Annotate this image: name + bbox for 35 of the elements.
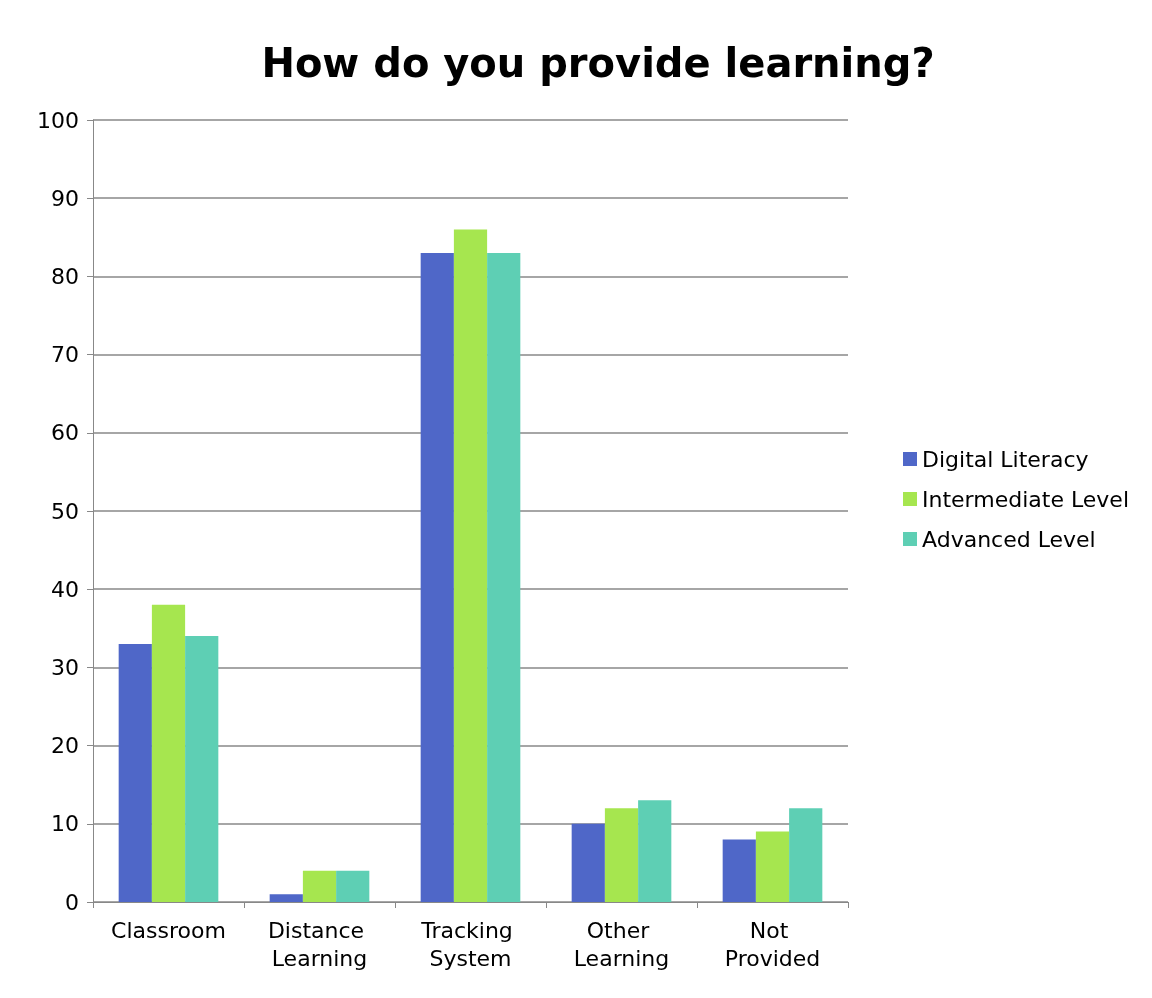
bar [302, 870, 337, 902]
bar [151, 604, 186, 902]
legend-label: Advanced Level [922, 526, 1096, 552]
y-tick-label: 90 [51, 185, 79, 211]
bar [118, 643, 152, 902]
y-tick-label: 70 [51, 342, 79, 368]
y-tick-label: 20 [51, 733, 79, 759]
y-tick-label: 0 [65, 889, 79, 915]
y-tick-label: 30 [51, 654, 79, 680]
bar [722, 839, 756, 902]
y-tick-label: 60 [51, 420, 79, 446]
bar [755, 831, 790, 902]
legend-label: Digital Literacy [922, 446, 1089, 472]
y-tick-label: 100 [37, 107, 79, 133]
bar [789, 808, 823, 902]
bar [336, 870, 370, 902]
bar [638, 800, 672, 902]
legend-label: Intermediate Level [922, 486, 1130, 512]
bar [453, 229, 488, 902]
x-tick-label: Not Provided [724, 917, 821, 971]
bar [604, 808, 639, 902]
y-tick-label: 10 [51, 811, 79, 837]
y-tick-label: 80 [51, 263, 79, 289]
y-tick-label: 50 [51, 498, 79, 524]
bar [571, 823, 605, 902]
y-tick-label: 40 [51, 576, 79, 602]
bar [269, 894, 303, 902]
bar [185, 636, 219, 902]
bar [420, 252, 454, 902]
x-tick-label: Tracking System [420, 917, 520, 971]
x-tick-label: Other Learning [573, 917, 670, 971]
bar [487, 252, 521, 902]
chart-title: How do you provide learning? [261, 40, 935, 86]
x-tick-label: Classroom [111, 917, 226, 943]
x-tick-label: Distance Learning [267, 917, 372, 971]
